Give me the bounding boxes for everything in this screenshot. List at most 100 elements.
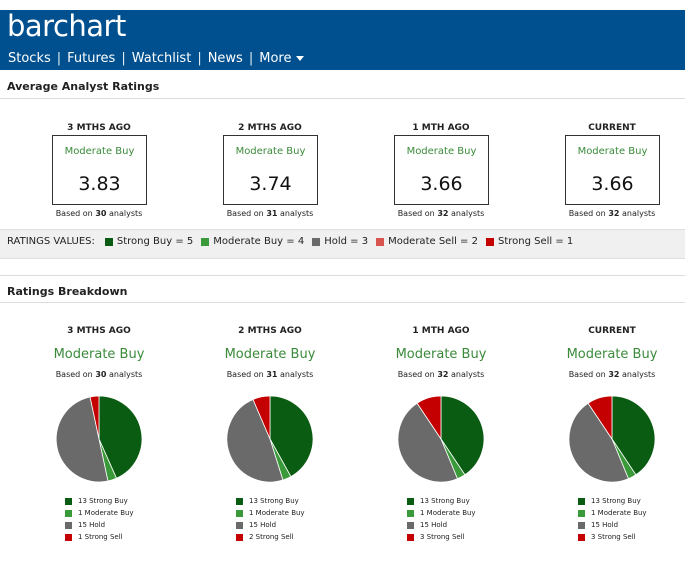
rating-value-moderate-buy: Moderate Buy = 4 (201, 236, 304, 247)
analyst-count: 30 (95, 370, 107, 379)
pie-slice-strong-sell[interactable] (416, 395, 442, 441)
legend-swatch (65, 533, 72, 541)
ratings-pie-chart (226, 395, 314, 483)
hold-swatch (312, 237, 321, 246)
legend-label: 2 Strong Sell (249, 533, 294, 541)
rating-value-moderate-sell: Moderate Sell = 2 (376, 236, 478, 247)
average-period-label: 3 MTHS AGO (67, 123, 131, 133)
rating-value-strong-buy: Strong Buy = 5 (104, 236, 194, 247)
average-period-label: 2 MTHS AGO (238, 123, 302, 133)
analyst-count: 32 (437, 370, 449, 379)
legend-label: 13 Strong Buy (420, 497, 470, 505)
legend-swatch (407, 533, 414, 541)
legend-item: 3 Strong Sell (578, 531, 647, 543)
legend-item: 1 Moderate Buy (578, 507, 647, 519)
nav-more-label: More (259, 51, 292, 66)
based-on-text: Based on 32 analysts (547, 370, 677, 379)
legend-label: 15 Hold (78, 521, 106, 529)
nav-separator: | (248, 51, 254, 66)
rating-value-text: Hold = 3 (324, 236, 369, 247)
average-ratings-title: Average Analyst Ratings (7, 80, 160, 93)
nav-futures[interactable]: Futures (67, 51, 116, 66)
breakdown-period-label: CURRENT (588, 326, 636, 336)
legend-label: 1 Moderate Buy (591, 509, 647, 517)
nav-watchlist[interactable]: Watchlist (131, 51, 192, 66)
based-on-text: Based on 32 analysts (376, 209, 506, 218)
legend-item: 15 Hold (65, 519, 134, 531)
pie-slice-strong-sell[interactable] (252, 395, 271, 440)
based-on-text: Based on 31 analysts (205, 209, 335, 218)
ratings-values-legend: RATINGS VALUES: Strong Buy = 5 Moderate … (7, 236, 581, 247)
pie-slice-hold[interactable] (397, 402, 458, 483)
moderate-sell-swatch (376, 237, 385, 246)
legend-label: 13 Strong Buy (249, 497, 299, 505)
ratings-pie-chart (397, 395, 485, 483)
legend-item: 1 Strong Sell (65, 531, 134, 543)
breakdown-period-label: 1 MTH AGO (412, 326, 470, 336)
based-on-text: Based on 32 analysts (376, 370, 506, 379)
average-period-label: CURRENT (588, 123, 636, 133)
based-suffix: analysts (280, 370, 314, 379)
nav-separator: | (121, 51, 126, 66)
rating-value-text: Strong Buy = 5 (116, 236, 194, 247)
chevron-down-icon (296, 56, 305, 61)
pie-slice-hold[interactable] (55, 396, 109, 483)
main-nav: Stocks | Futures | Watchlist | News | Mo… (8, 51, 305, 66)
analyst-count: 31 (266, 209, 278, 218)
based-suffix: analysts (451, 209, 485, 218)
legend-swatch (65, 497, 72, 505)
legend-item: 15 Hold (236, 519, 305, 531)
pie-slice-strong-sell[interactable] (587, 395, 613, 441)
pie-slice-strong-buy[interactable] (98, 395, 143, 479)
based-prefix: Based on (568, 370, 606, 379)
rating-value-text: Moderate Buy = 4 (213, 236, 305, 247)
based-prefix: Based on (55, 209, 93, 218)
average-score: 3.83 (78, 173, 121, 195)
strong-buy-swatch (104, 237, 113, 246)
rating-value-hold: Hold = 3 (312, 236, 368, 247)
average-rating-box: Moderate Buy 3.74 (223, 135, 318, 205)
based-prefix: Based on (397, 209, 435, 218)
legend-item: 13 Strong Buy (236, 495, 305, 507)
pie-legend: 13 Strong Buy 1 Moderate Buy 15 Hold 2 Stro… (236, 495, 305, 543)
nav-news[interactable]: News (207, 51, 243, 66)
based-on-text: Based on 30 analysts (34, 209, 164, 218)
pie-slice-strong-sell[interactable] (89, 395, 100, 440)
legend-swatch (407, 509, 414, 517)
legend-item: 3 Strong Sell (407, 531, 476, 543)
nav-stocks[interactable]: Stocks (8, 51, 51, 66)
breakdown-period-label: 3 MTHS AGO (67, 326, 131, 336)
average-score: 3.66 (420, 173, 463, 195)
legend-label: 1 Moderate Buy (420, 509, 476, 517)
pie-slice-hold[interactable] (226, 398, 284, 483)
breakdown-rating-text: Moderate Buy (566, 347, 658, 362)
average-rating-text: Moderate Buy (406, 146, 477, 157)
legend-item: 1 Moderate Buy (407, 507, 476, 519)
based-prefix: Based on (568, 209, 606, 218)
legend-label: 1 Strong Sell (78, 533, 123, 541)
nav-more[interactable]: More (259, 51, 305, 66)
divider (0, 275, 685, 276)
ratings-values-bar (0, 229, 685, 259)
analyst-count: 32 (608, 370, 620, 379)
barchart-logo[interactable]: barchart (7, 9, 126, 43)
pie-legend: 13 Strong Buy 1 Moderate Buy 15 Hold 3 Stro… (578, 495, 647, 543)
ratings-pie-chart (568, 395, 656, 483)
analyst-count: 30 (95, 209, 107, 218)
legend-label: 15 Hold (249, 521, 277, 529)
based-on-text: Based on 31 analysts (205, 370, 335, 379)
breakdown-rating-text: Moderate Buy (53, 347, 145, 362)
legend-swatch (236, 521, 243, 529)
legend-label: 13 Strong Buy (591, 497, 641, 505)
legend-item: 13 Strong Buy (65, 495, 134, 507)
based-on-text: Based on 32 analysts (547, 209, 677, 218)
pie-slice-strong-buy[interactable] (269, 395, 314, 478)
legend-swatch (236, 509, 243, 517)
ratings-pie-chart (55, 395, 143, 483)
analyst-count: 32 (437, 209, 449, 218)
ratings-breakdown-title: Ratings Breakdown (7, 285, 128, 298)
average-rating-text: Moderate Buy (64, 146, 135, 157)
legend-label: 15 Hold (420, 521, 448, 529)
pie-slice-hold[interactable] (568, 402, 629, 483)
legend-swatch (236, 533, 243, 541)
